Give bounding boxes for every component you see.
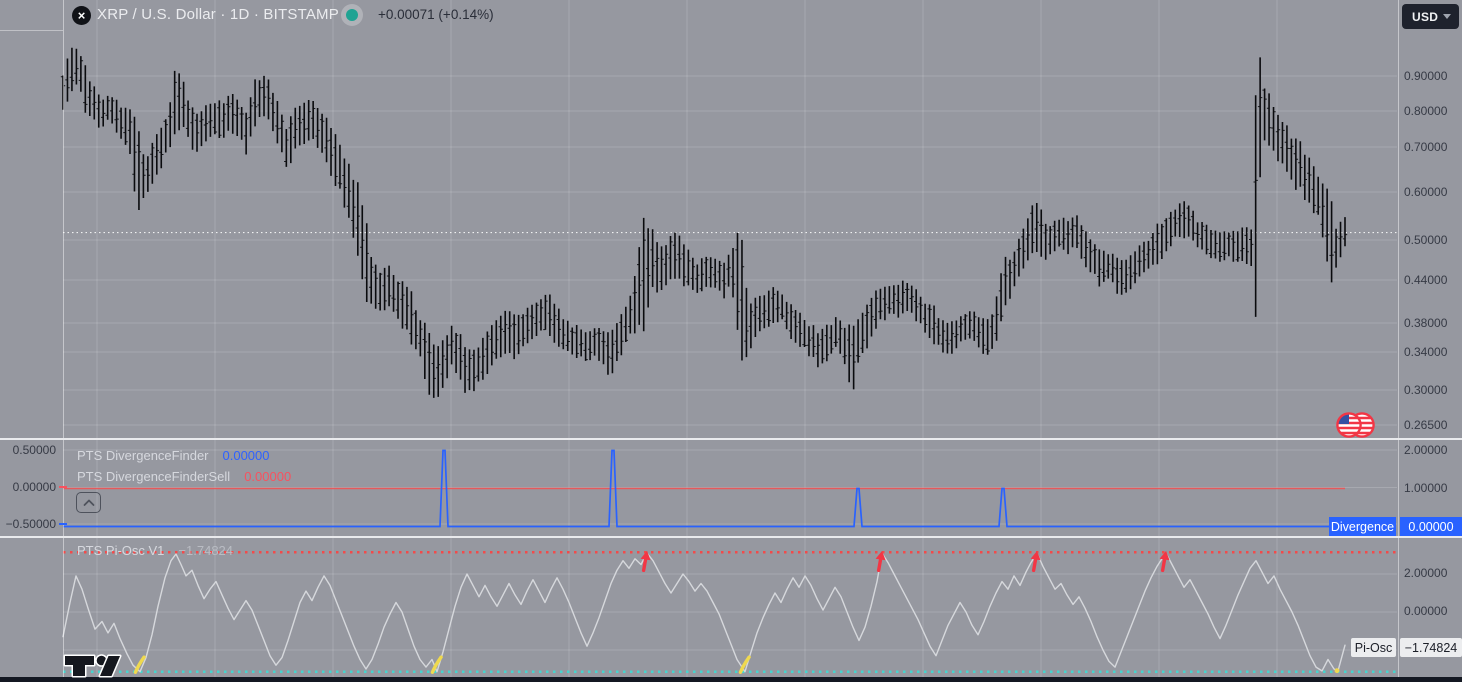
divergence-value-badge: 0.00000	[1400, 517, 1462, 536]
sell-arrow-icon	[1030, 550, 1041, 573]
pi-osc-series-label: Pi-Osc	[1351, 638, 1396, 657]
right-axis-label: 2.00000	[1404, 566, 1448, 580]
indicator-value: 0.00000	[244, 469, 292, 484]
price-scale-divider	[1398, 0, 1399, 677]
end-marker-dot	[1334, 668, 1340, 674]
indicator-value: 0.00000	[222, 448, 270, 463]
buy-marker-icon	[738, 655, 751, 674]
price-axis-label: 0.90000	[1404, 69, 1448, 83]
time-axis-strip	[0, 677, 1462, 682]
indicator-value: −1.74824	[178, 543, 234, 558]
indicator-title[interactable]: PTS DivergenceFinderSell	[77, 469, 231, 484]
price-axis-label: 0.26500	[1404, 418, 1448, 432]
sell-arrow-icon	[1159, 550, 1170, 573]
divergence-finder-sell-legend-row[interactable]: PTS DivergenceFinderSell 0.00000	[77, 469, 291, 484]
divergence-series-label: Divergence	[1329, 517, 1396, 536]
right-axis-label: 0.00000	[1404, 604, 1448, 618]
right-axis-label: 2.00000	[1404, 443, 1448, 457]
left-margin-divider	[63, 0, 64, 677]
pi-osc-value-badge: −1.74824	[1400, 638, 1462, 657]
chevron-up-icon	[83, 499, 94, 506]
status-dot-core	[346, 9, 358, 21]
left-axis-label: −0.50000	[5, 517, 56, 531]
left-axis-label: 0.50000	[12, 443, 56, 457]
price-axis-label: 0.34000	[1404, 345, 1448, 359]
pi-osc-legend-row[interactable]: PTS Pi-Osc V1 −1.74824	[77, 543, 233, 558]
collapse-pane-button[interactable]	[76, 492, 101, 513]
sell-arrow-icon	[640, 550, 651, 573]
price-axis-label: 0.44000	[1404, 273, 1448, 287]
header-corner-divider	[0, 30, 63, 31]
indicator-title[interactable]: PTS Pi-Osc V1	[77, 543, 165, 558]
red-axis-tick	[59, 486, 67, 488]
price-axis-label: 0.30000	[1404, 383, 1448, 397]
price-axis-label: 0.70000	[1404, 140, 1448, 154]
buy-marker-icon	[133, 655, 146, 674]
price-axis-label: 0.50000	[1404, 233, 1448, 247]
blue-axis-tick	[59, 523, 67, 525]
sell-arrow-icon	[875, 550, 886, 573]
currency-dropdown[interactable]: USD	[1402, 4, 1459, 29]
symbol-title[interactable]: XRP / U.S. Dollar · 1D · BITSTAMP	[97, 6, 339, 23]
xrp-logo-icon[interactable]: ×	[72, 6, 91, 25]
right-axis-label: 1.00000	[1404, 481, 1448, 495]
tradingview-logo[interactable]	[62, 649, 134, 682]
price-axis-label: 0.60000	[1404, 185, 1448, 199]
price-change-text: +0.00071 (+0.14%)	[378, 7, 494, 22]
currency-label: USD	[1412, 9, 1439, 24]
left-axis-label: 0.00000	[12, 480, 56, 494]
buy-marker-icon	[430, 655, 443, 674]
divergence-finder-legend-row[interactable]: PTS DivergenceFinder 0.00000	[77, 448, 270, 463]
price-axis-label: 0.80000	[1404, 104, 1448, 118]
pane-divider-1[interactable]	[0, 438, 1462, 440]
chevron-down-icon	[1443, 14, 1451, 19]
market-status-dot[interactable]	[341, 4, 363, 26]
pane-divider-2[interactable]	[0, 536, 1462, 538]
economic-event-flags-icon[interactable]	[1336, 410, 1376, 445]
price-axis-label: 0.38000	[1404, 316, 1448, 330]
indicator-title[interactable]: PTS DivergenceFinder	[77, 448, 209, 463]
